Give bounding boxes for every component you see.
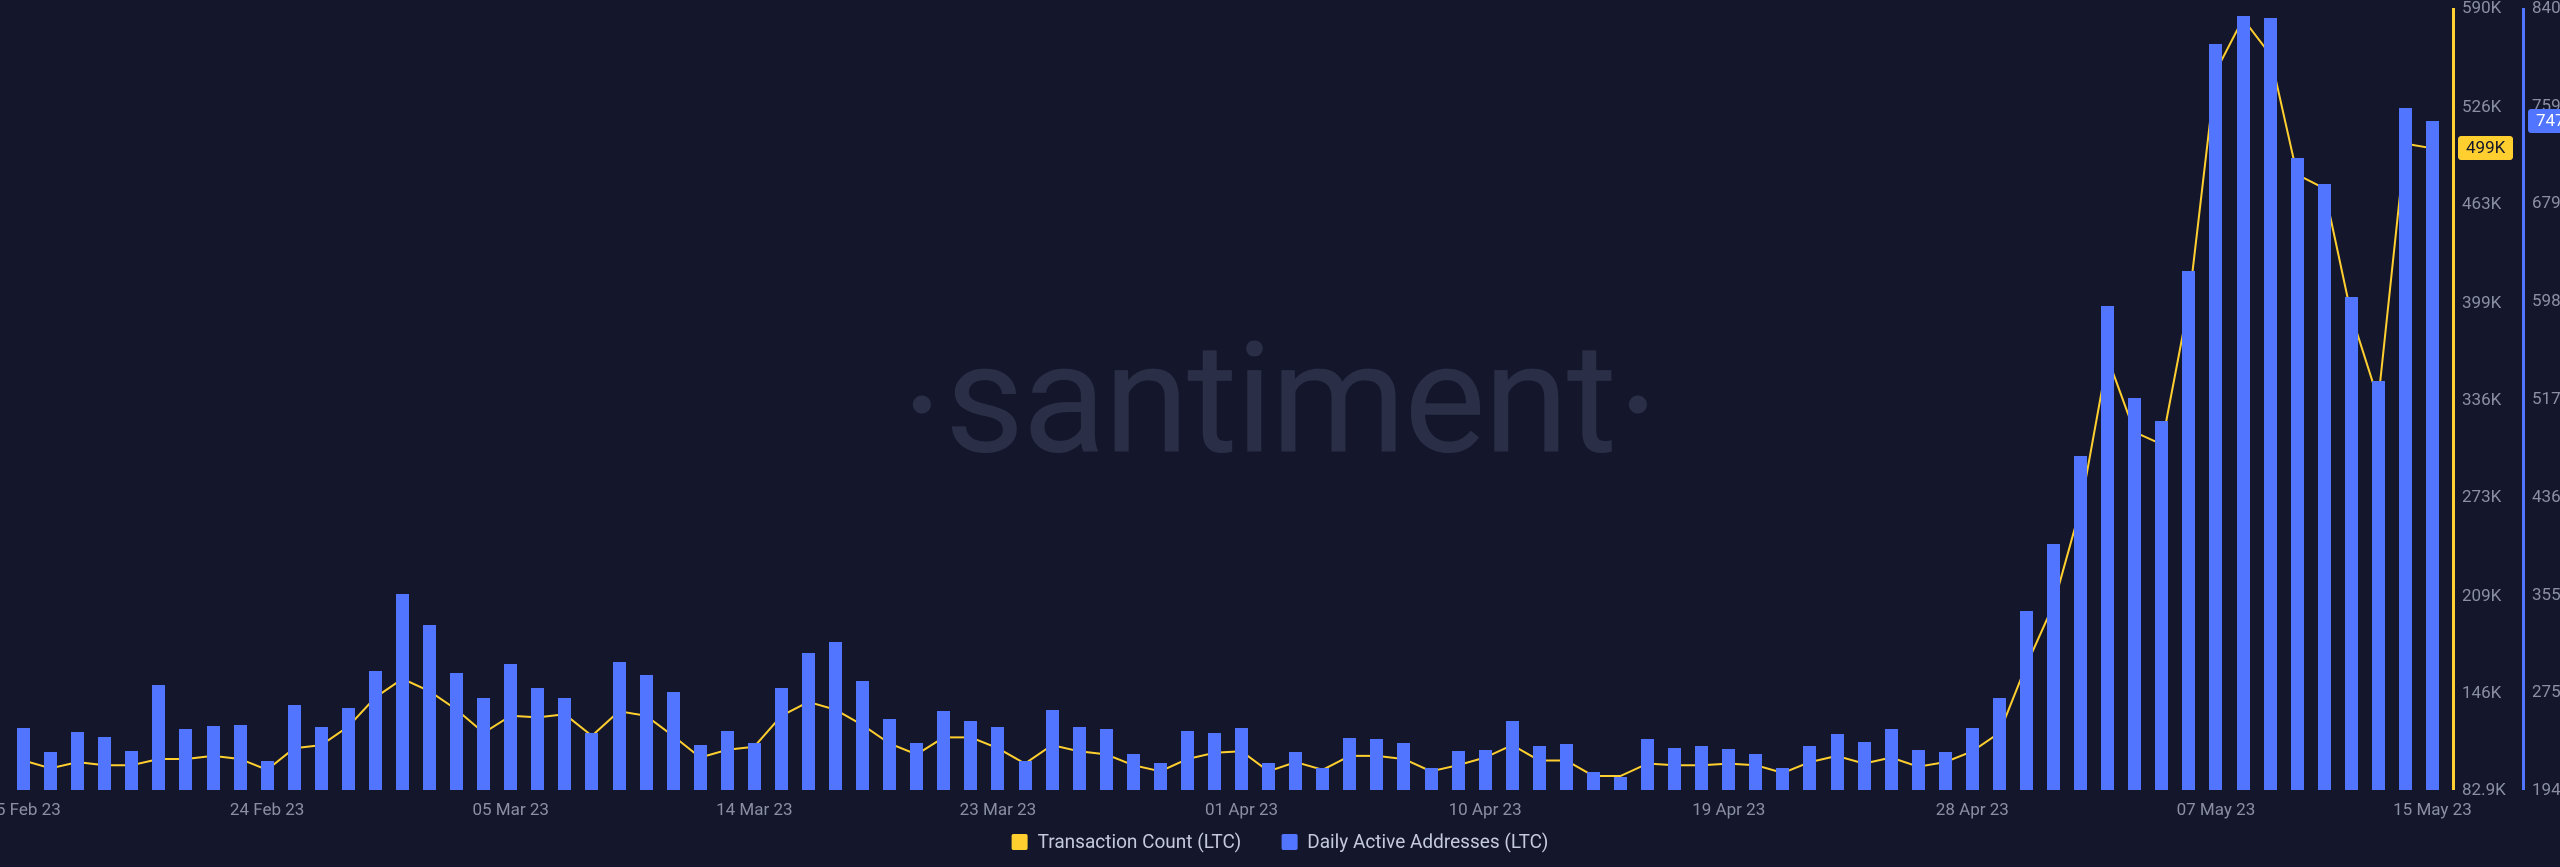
y-tick-label: 679K (2532, 193, 2560, 213)
x-axis: 15 Feb 2324 Feb 2305 Mar 2314 Mar 2323 M… (10, 800, 2446, 820)
x-tick-label: 14 Mar 23 (716, 800, 793, 820)
chart-container: santiment 15 Feb 2324 Feb 2305 Mar 2314 … (0, 0, 2560, 867)
x-tick-label: 23 Mar 23 (960, 800, 1037, 820)
legend-label: Transaction Count (LTC) (1038, 830, 1242, 853)
x-tick-label: 15 May 23 (2393, 800, 2472, 820)
x-tick-label: 10 Apr 23 (1449, 800, 1522, 820)
x-tick-label: 15 Feb 23 (0, 800, 61, 820)
x-tick-label: 05 Mar 23 (472, 800, 549, 820)
y-axis-2-line (2522, 8, 2525, 790)
legend-label: Daily Active Addresses (LTC) (1307, 830, 1548, 853)
x-tick-label: 24 Feb 23 (230, 800, 304, 820)
y-tick-label: 517K (2532, 389, 2560, 409)
y-tick-label: 598K (2532, 291, 2560, 311)
legend-swatch (1281, 834, 1297, 850)
x-tick-label: 19 Apr 23 (1692, 800, 1765, 820)
axis-current-value-marker: 747K (2528, 109, 2560, 133)
x-tick-label: 07 May 23 (2177, 800, 2256, 820)
legend-swatch (1012, 834, 1028, 850)
legend: Transaction Count (LTC) Daily Active Add… (1012, 830, 1549, 853)
y-tick-label: 436K (2532, 487, 2560, 507)
y-tick-label: 840K (2532, 0, 2560, 18)
legend-item-transaction-count[interactable]: Transaction Count (LTC) (1012, 830, 1242, 853)
legend-item-daily-active-addresses[interactable]: Daily Active Addresses (LTC) (1281, 830, 1548, 853)
y-tick-label: 194K (2532, 780, 2560, 800)
y-axis-daily-active-addresses: 840K759K679K598K517K436K355K275K194K747K (0, 8, 2560, 790)
y-tick-label: 355K (2532, 585, 2560, 605)
x-tick-label: 28 Apr 23 (1936, 800, 2009, 820)
y-tick-label: 275K (2532, 682, 2560, 702)
x-tick-label: 01 Apr 23 (1205, 800, 1278, 820)
